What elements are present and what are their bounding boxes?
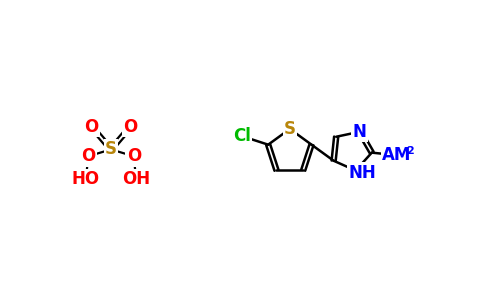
Text: O: O xyxy=(123,118,137,136)
Text: NH: NH xyxy=(348,164,377,182)
Text: S: S xyxy=(105,140,117,158)
Text: OH: OH xyxy=(122,170,150,188)
Text: Cl: Cl xyxy=(233,127,251,145)
Text: HO: HO xyxy=(72,170,100,188)
Text: O: O xyxy=(85,118,99,136)
Text: S: S xyxy=(284,120,296,138)
Text: AM: AM xyxy=(382,146,411,164)
Text: O: O xyxy=(81,147,95,165)
Text: O: O xyxy=(127,147,141,165)
Text: 2: 2 xyxy=(407,146,414,156)
Text: N: N xyxy=(353,123,367,141)
